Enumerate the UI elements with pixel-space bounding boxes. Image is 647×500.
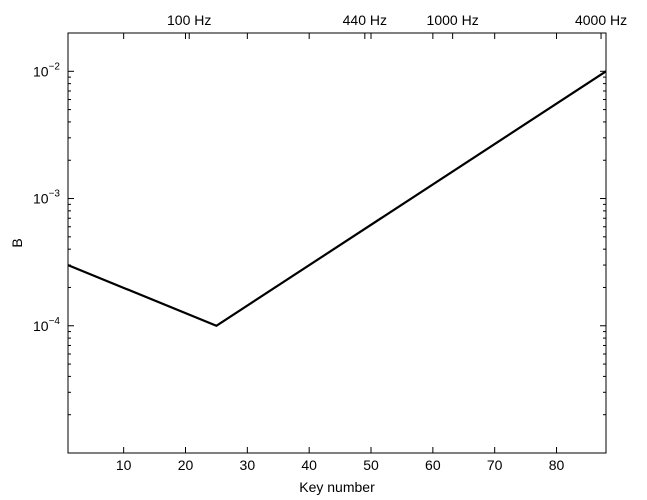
x-tick-label: 60 xyxy=(425,457,441,473)
top-tick-label: 100 Hz xyxy=(167,12,211,28)
top-tick-label: 4000 Hz xyxy=(575,12,627,28)
y-tick-label: 10−2 xyxy=(33,61,60,79)
series-line xyxy=(67,70,607,328)
plot-area xyxy=(67,32,607,454)
top-tick-label: 1000 Hz xyxy=(427,12,479,28)
x-tick-label: 80 xyxy=(549,457,565,473)
series-group xyxy=(67,70,607,328)
x-tick-label: 40 xyxy=(301,457,317,473)
y-tick-label: 10−4 xyxy=(33,316,60,334)
x-tick-label: 70 xyxy=(487,457,503,473)
top-frequency-axis-ticks: 100 Hz 440 Hz 1000 Hz 4000 Hz xyxy=(167,12,627,39)
y-tick-label: 10−3 xyxy=(33,189,60,207)
x-tick-label: 10 xyxy=(116,457,132,473)
y-axis-label: B xyxy=(9,238,25,247)
x-tick-label: 20 xyxy=(178,457,194,473)
x-axis-label: Key number xyxy=(299,479,375,495)
x-tick-label: 30 xyxy=(240,457,256,473)
x-axis-ticks: 10 20 30 40 50 60 70 80 xyxy=(116,33,565,473)
x-tick-label: 50 xyxy=(363,457,379,473)
y-axis-ticks: 10−4 10−3 10−2 xyxy=(33,32,606,454)
top-tick-label: 440 Hz xyxy=(343,12,387,28)
